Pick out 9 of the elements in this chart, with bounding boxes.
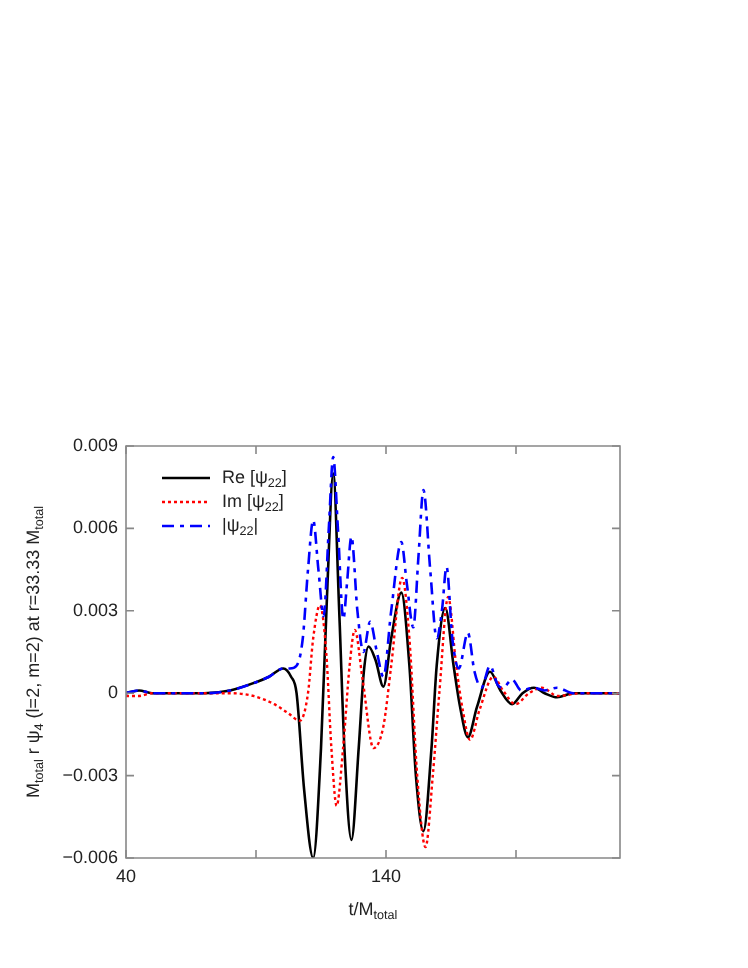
x-tick-label: 140: [370, 865, 402, 886]
line-series: [126, 455, 620, 695]
x-tick-label: 40: [115, 865, 137, 886]
y-tick-label: −0.003: [62, 764, 118, 785]
y-tick-label: 0: [107, 682, 118, 703]
y-tick-label: 0.006: [72, 517, 118, 538]
y-tick-label: −0.006: [62, 846, 118, 867]
y-tick-label: 0.003: [72, 599, 118, 620]
y-tick-label: 0.009: [72, 434, 118, 455]
